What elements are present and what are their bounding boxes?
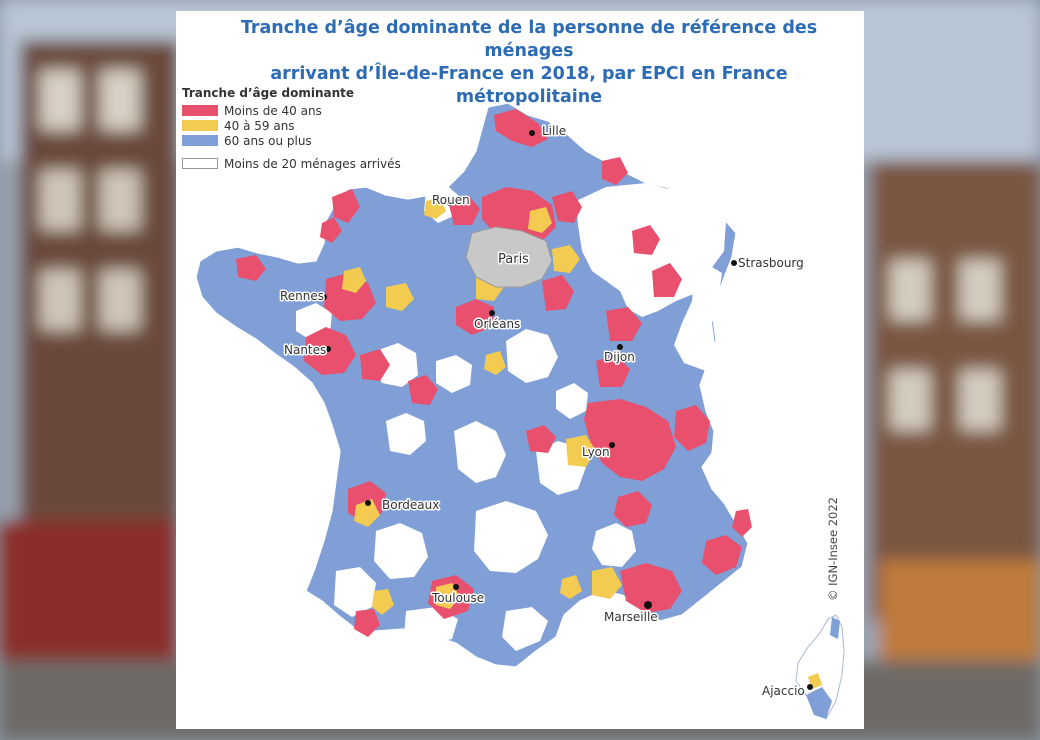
city-label-lille: Lille [542,124,566,138]
legend-item-under-40: Moins de 40 ans [182,103,401,118]
copyright-notice: © IGN-Insee 2022 [826,497,840,601]
map-title-line1: Tranche d’âge dominante de la personne d… [240,18,818,61]
legend-item-40-59: 40 à 59 ans [182,118,401,133]
corsica-blue [806,687,832,719]
legend-swatch-60-plus [182,135,218,146]
city-label-bordeaux: Bordeaux [382,498,439,512]
city-markers [321,130,813,690]
legend-swatch-fewer-than-20 [182,158,218,169]
legend: Tranche d’âge dominante Moins de 40 ans … [182,86,401,171]
city-label-lyon: Lyon [582,445,610,459]
corsica-blue-top [830,617,840,639]
mainland-france [195,102,752,668]
france-epci-map: Lille Rouen Paris Strasbourg Rennes Orlé… [195,102,845,720]
legend-item-60-plus: 60 ans ou plus [182,133,401,148]
legend-label-40-59: 40 à 59 ans [224,118,295,133]
ile-de-france-region [465,226,553,288]
city-label-ajaccio: Ajaccio [762,684,805,698]
legend-label-under-40: Moins de 40 ans [224,103,322,118]
city-label-paris: Paris [498,252,529,267]
city-label-orleans: Orléans [474,317,520,331]
city-label-nantes: Nantes [284,343,326,357]
legend-swatch-40-59 [182,120,218,131]
city-label-toulouse: Toulouse [431,591,484,605]
city-label-strasbourg: Strasbourg [738,256,804,270]
pink-areas [236,109,752,637]
legend-label-60-plus: 60 ans ou plus [224,133,312,148]
city-label-rouen: Rouen [432,193,470,207]
city-label-rennes: Rennes [280,289,324,303]
yellow-areas [342,197,622,615]
legend-item-fewer-than-20: Moins de 20 ménages arrivés [182,156,401,171]
map-card: Lille Rouen Paris Strasbourg Rennes Orlé… [176,11,864,729]
legend-swatch-under-40 [182,105,218,116]
city-label-dijon: Dijon [604,350,635,364]
map-title: Tranche d’âge dominante de la personne d… [204,17,854,109]
city-label-marseille: Marseille [604,610,658,624]
legend-title: Tranche d’âge dominante [182,86,355,100]
legend-label-fewer-than-20: Moins de 20 ménages arrivés [224,156,401,171]
map-title-line2: arrivant d’Île-de-France en 2018, par EP… [270,64,788,107]
